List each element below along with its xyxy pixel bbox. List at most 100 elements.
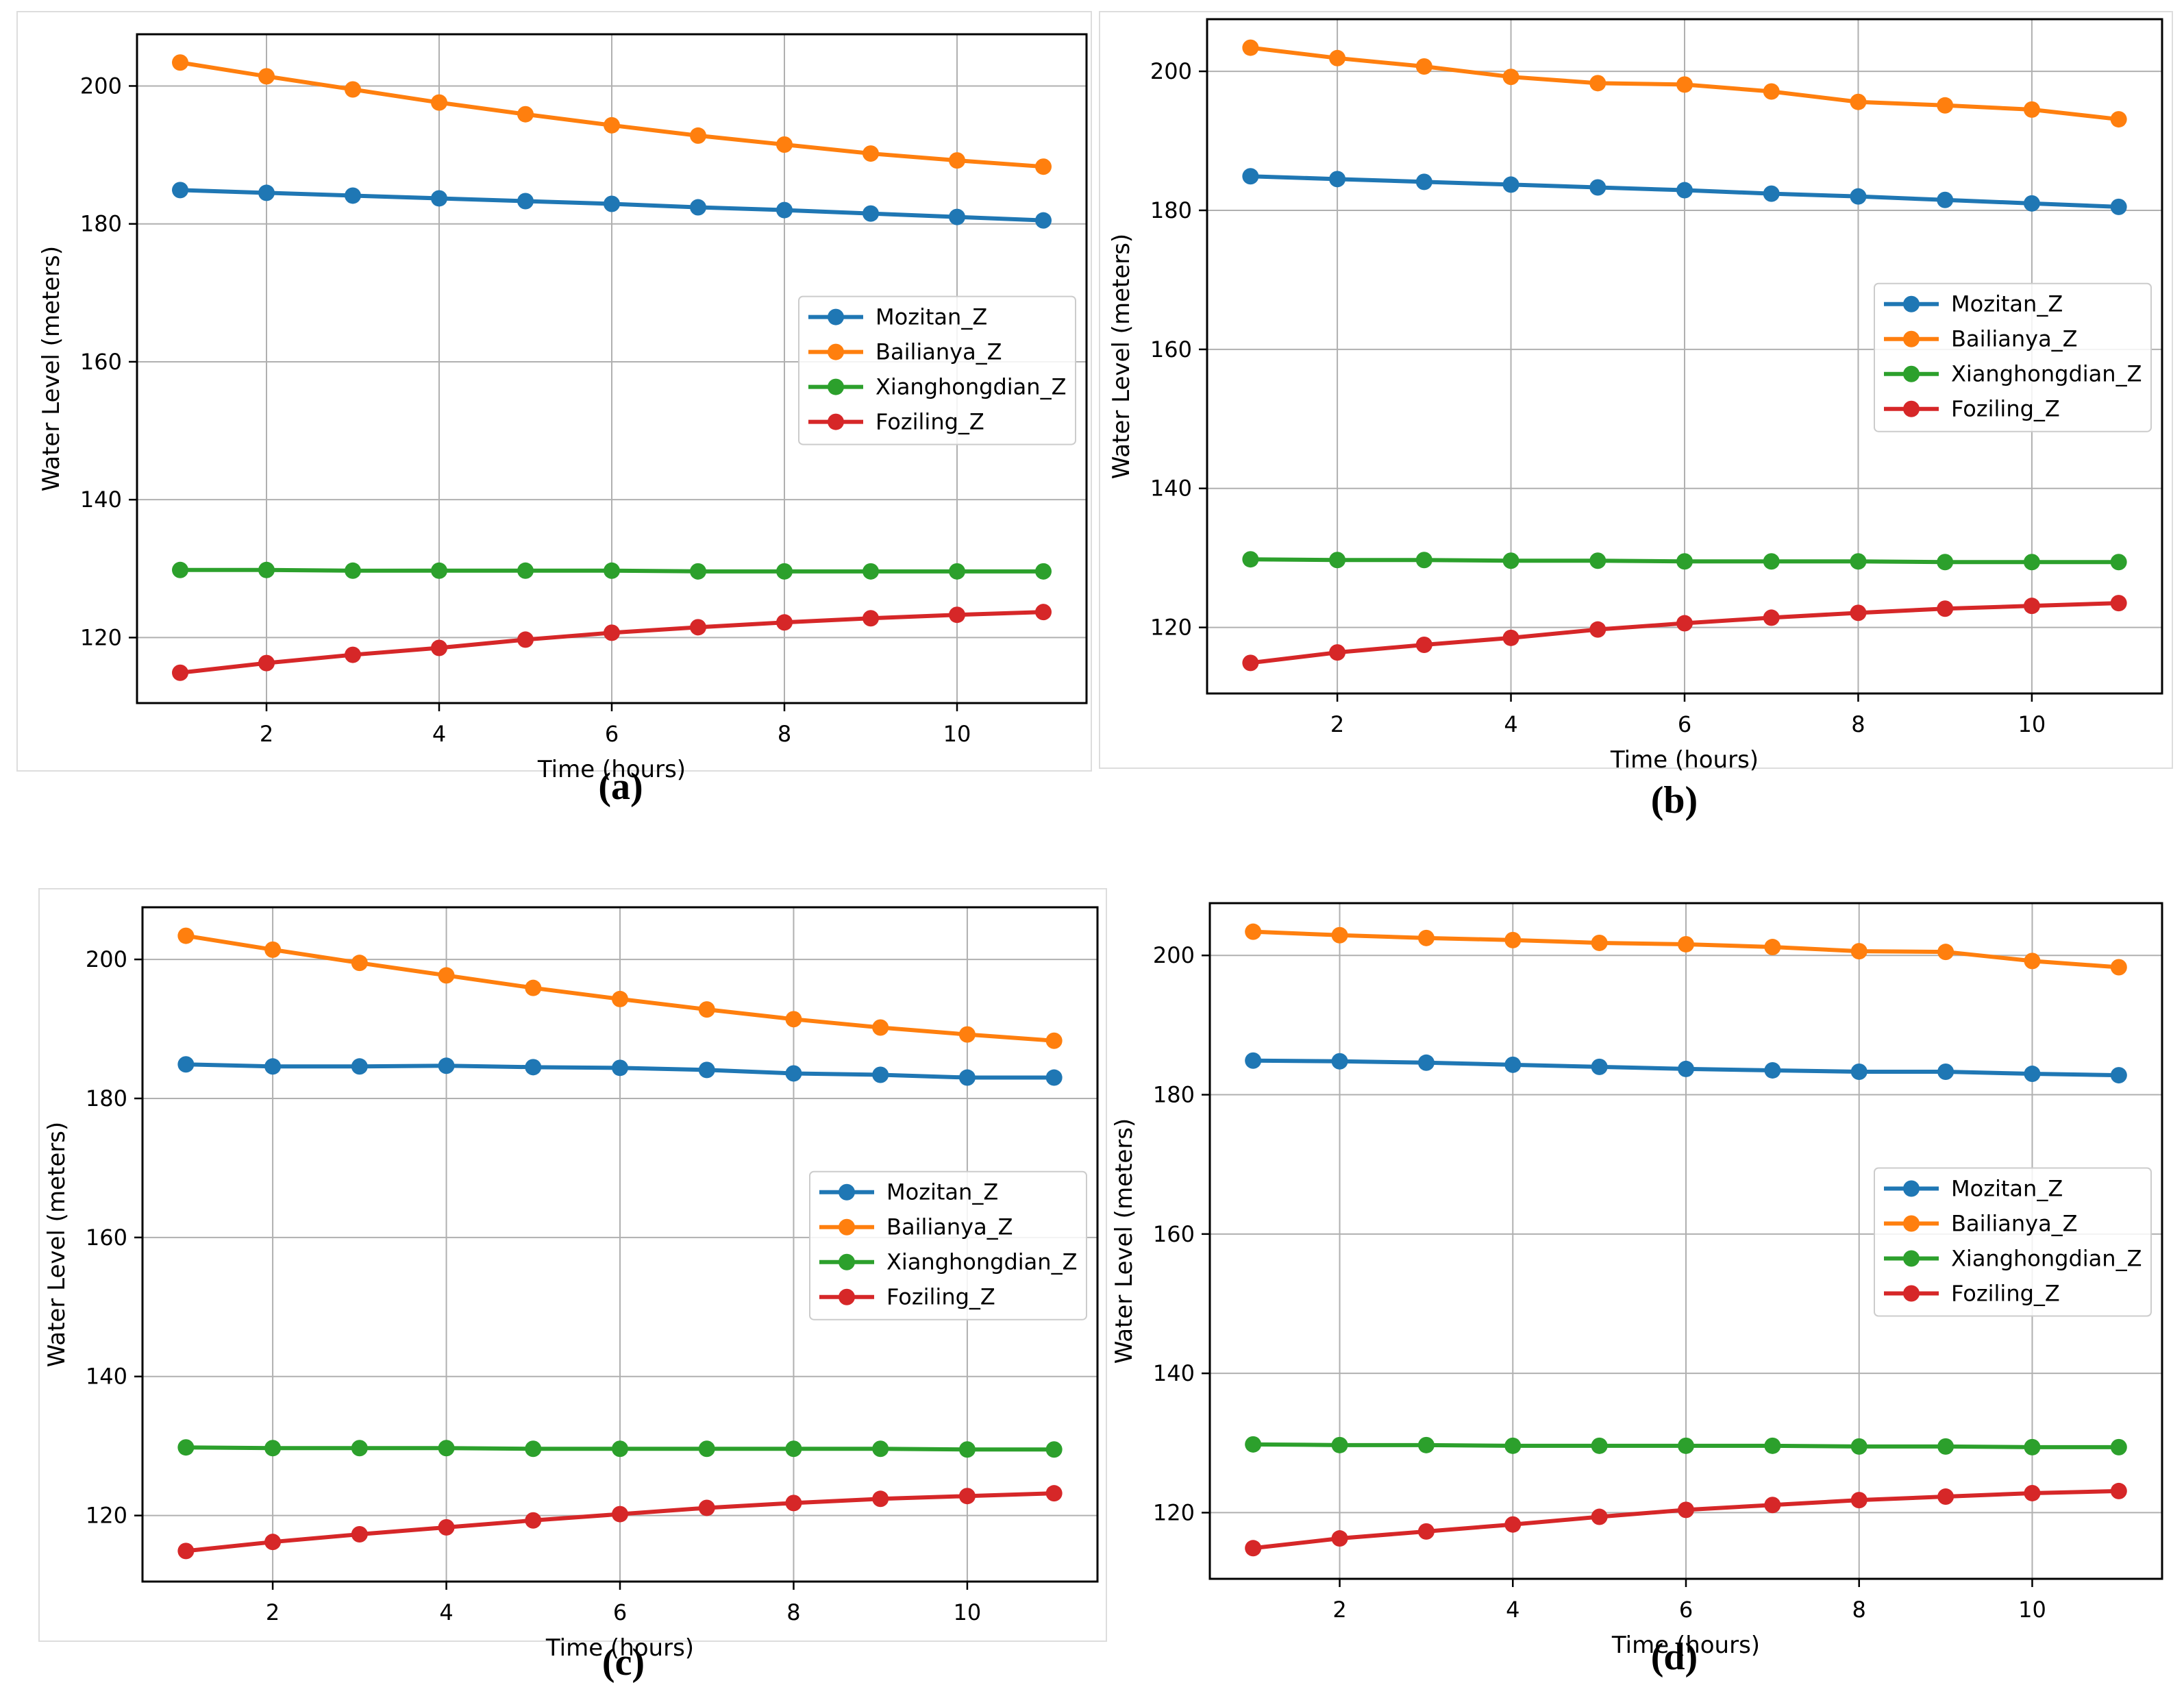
data-point	[2023, 554, 2040, 571]
x-tick-label: 8	[786, 1599, 800, 1625]
data-point	[776, 614, 793, 631]
data-point	[1245, 1052, 1262, 1069]
data-point	[1678, 1501, 1694, 1519]
data-point	[958, 1026, 976, 1043]
data-point	[517, 631, 534, 648]
legend-box	[798, 295, 1076, 445]
data-point	[1763, 185, 1780, 202]
data-point	[1502, 176, 1519, 193]
data-point	[1035, 158, 1052, 175]
legend-swatch-marker	[828, 343, 844, 360]
data-point	[1502, 69, 1519, 86]
legend-swatch-marker	[839, 1183, 855, 1201]
x-tick-label: 4	[1506, 1597, 1519, 1623]
data-point	[1502, 552, 1519, 569]
data-point	[351, 1440, 368, 1457]
data-point	[1589, 552, 1606, 569]
x-tick-label: 10	[954, 1599, 982, 1625]
y-tick-label: 160	[1153, 1221, 1195, 1247]
y-tick-label: 200	[1150, 58, 1192, 84]
x-tick-label: 10	[943, 721, 971, 747]
data-point	[1329, 552, 1346, 569]
data-point	[264, 941, 282, 958]
legend-label: Xianghongdian_Z	[1951, 1246, 2142, 1272]
data-point	[958, 1488, 976, 1505]
legend-swatch-marker	[1903, 1180, 1920, 1197]
data-point	[1676, 615, 1693, 632]
legend-label: Xianghongdian_Z	[886, 1249, 1077, 1275]
data-point	[177, 927, 195, 944]
data-point	[1504, 1056, 1522, 1073]
panel-c-frame	[38, 888, 1107, 1642]
data-point	[1415, 636, 1432, 653]
legend-swatch-marker	[1903, 1215, 1920, 1232]
data-point	[1329, 171, 1346, 188]
y-tick-label: 120	[86, 1503, 127, 1529]
data-point	[1850, 1063, 1867, 1080]
data-point	[785, 1440, 802, 1458]
data-point	[1504, 1516, 1522, 1533]
x-tick-label: 8	[1851, 711, 1865, 737]
data-point	[438, 967, 455, 984]
data-point	[1850, 1492, 1867, 1509]
data-point	[345, 187, 361, 204]
data-point	[690, 127, 706, 144]
data-point	[1329, 644, 1346, 661]
data-point	[177, 1439, 195, 1456]
x-tick-label: 6	[605, 721, 619, 747]
data-point	[1417, 1054, 1435, 1071]
data-point	[785, 1065, 802, 1082]
legend-label: Mozitan_Z	[886, 1179, 998, 1205]
data-point	[698, 1499, 715, 1516]
data-point	[1035, 212, 1052, 229]
data-point	[172, 561, 188, 578]
x-axis-label: Time (hours)	[545, 1634, 694, 1662]
panel-label-d: (d)	[1650, 1636, 1698, 1678]
data-point	[258, 68, 275, 85]
data-point	[525, 1059, 542, 1076]
data-point	[1676, 553, 1693, 570]
data-point	[1045, 1441, 1063, 1458]
data-point	[1937, 1488, 1955, 1505]
data-point	[431, 94, 447, 111]
data-point	[612, 1059, 628, 1077]
data-point	[351, 1058, 368, 1075]
data-point	[1764, 1497, 1781, 1514]
data-point	[431, 639, 447, 656]
data-point	[1850, 1438, 1867, 1455]
data-point	[1937, 1438, 1955, 1455]
y-axis-label: Water Level (meters)	[38, 246, 65, 491]
data-point	[776, 201, 793, 219]
data-point	[438, 1057, 455, 1074]
data-point	[1764, 1061, 1781, 1079]
chart-c: 2 4 6 8 10 120 140 160 180 200 Time (hours) Water L…	[43, 906, 1099, 1662]
data-point	[1678, 1060, 1694, 1077]
y-tick-label: 200	[86, 946, 127, 972]
panel-label-a: (a)	[598, 765, 643, 808]
data-point	[264, 1058, 282, 1075]
y-tick-label: 160	[86, 1225, 127, 1251]
data-point	[517, 193, 534, 210]
data-point	[1045, 1069, 1063, 1086]
legend-label: Mozitan_Z	[1951, 291, 2063, 317]
y-axis-label: Water Level (meters)	[43, 1122, 71, 1367]
legend-box	[1874, 1167, 2152, 1317]
data-point	[177, 1056, 195, 1073]
data-point	[1591, 1058, 1608, 1075]
data-point	[1763, 553, 1780, 570]
data-point	[431, 190, 447, 207]
data-point	[2110, 1067, 2127, 1084]
data-point	[1242, 39, 1259, 56]
x-tick-label: 8	[778, 721, 791, 747]
legend-box	[1874, 282, 2152, 432]
data-point	[698, 1061, 715, 1079]
data-point	[2024, 1438, 2041, 1455]
panel-a-frame	[16, 11, 1092, 772]
data-point	[1245, 1436, 1262, 1453]
x-tick-label: 4	[439, 1599, 453, 1625]
y-tick-label: 140	[80, 487, 122, 513]
data-point	[172, 182, 188, 199]
legend-label: Xianghongdian_Z	[1951, 361, 2142, 387]
data-point	[2110, 959, 2127, 976]
data-point	[1678, 1437, 1694, 1454]
